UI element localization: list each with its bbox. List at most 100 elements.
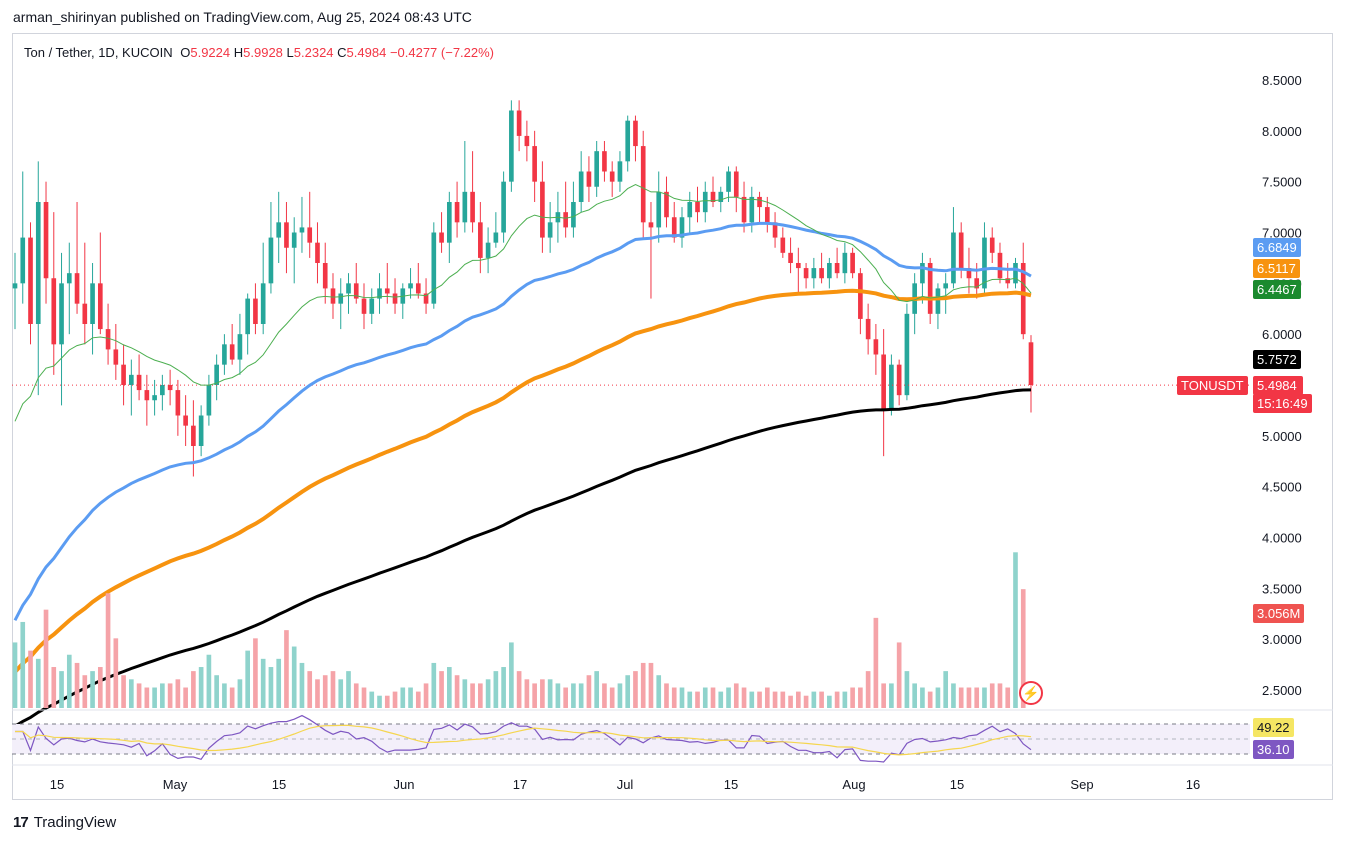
candle bbox=[896, 364, 902, 396]
volume-bar bbox=[346, 671, 351, 708]
candle bbox=[82, 303, 88, 324]
candle bbox=[1013, 263, 1018, 284]
ohlc-legend: Ton / Tether, 1D, KUCOIN O5.9224 H5.9928… bbox=[24, 45, 494, 60]
candle bbox=[656, 191, 662, 228]
volume-bar bbox=[330, 671, 336, 708]
candle bbox=[710, 191, 716, 202]
volume-bar bbox=[741, 687, 747, 708]
high-value: 5.9928 bbox=[243, 45, 283, 60]
high-label: H bbox=[233, 45, 244, 60]
volume-bar bbox=[656, 675, 662, 708]
candle bbox=[144, 390, 150, 401]
candle bbox=[749, 196, 755, 223]
candle bbox=[245, 298, 250, 335]
candle bbox=[547, 222, 553, 238]
volume-bar bbox=[532, 683, 537, 708]
volume-bar bbox=[989, 683, 995, 708]
volume-bar bbox=[966, 687, 972, 708]
candle bbox=[12, 283, 18, 289]
volume-bar bbox=[66, 654, 72, 708]
x-tick-label: 15 bbox=[50, 777, 64, 792]
volume-bar bbox=[276, 658, 282, 708]
tradingview-footer[interactable]: 17 TradingView bbox=[13, 814, 116, 831]
volume-bar bbox=[873, 617, 879, 708]
volume-bar bbox=[974, 687, 980, 708]
volume-bar bbox=[803, 695, 809, 708]
volume-bar bbox=[377, 695, 382, 708]
volume-bar bbox=[935, 687, 941, 708]
candle bbox=[454, 202, 460, 223]
candle bbox=[834, 263, 840, 274]
volume-bar bbox=[1005, 687, 1011, 708]
rsi-signal-badge: 49.22 bbox=[1253, 718, 1294, 737]
chart-frame[interactable] bbox=[12, 33, 1333, 800]
volume-bar bbox=[633, 671, 638, 708]
volume-bar bbox=[571, 683, 576, 708]
candle bbox=[462, 191, 468, 223]
x-tick-label: Sep bbox=[1070, 777, 1093, 792]
volume-bar bbox=[695, 691, 700, 708]
volume-bar bbox=[671, 687, 677, 708]
volume-bar bbox=[881, 683, 886, 708]
volume-bar bbox=[369, 691, 375, 708]
volume-bar bbox=[958, 687, 964, 708]
candle bbox=[757, 196, 762, 208]
volume-bar bbox=[889, 683, 894, 708]
volume-bar bbox=[183, 687, 188, 708]
candle bbox=[509, 110, 514, 182]
candle bbox=[284, 222, 289, 248]
ema-black-line bbox=[14, 388, 1032, 728]
candle bbox=[160, 385, 165, 396]
candle bbox=[609, 171, 615, 182]
volume-bar bbox=[97, 667, 103, 708]
ticker-badge: TONUSDT bbox=[1177, 376, 1248, 395]
rsi-line bbox=[15, 714, 1032, 763]
candle bbox=[423, 293, 429, 304]
candle bbox=[268, 237, 274, 284]
candle bbox=[532, 146, 537, 182]
ema-orange-badge: 6.5117 bbox=[1253, 259, 1300, 278]
volume-bar bbox=[733, 683, 739, 708]
candle bbox=[943, 283, 949, 289]
candle bbox=[819, 268, 824, 279]
volume-bar bbox=[578, 683, 584, 708]
candle bbox=[276, 222, 282, 238]
x-tick-label: Aug bbox=[842, 777, 865, 792]
volume-bar bbox=[90, 671, 95, 708]
volume-bar bbox=[547, 679, 553, 708]
candle bbox=[167, 385, 173, 391]
volume-bar bbox=[206, 654, 212, 708]
candle bbox=[764, 207, 770, 223]
candle bbox=[664, 191, 669, 218]
candle bbox=[927, 263, 933, 314]
volume-bar bbox=[237, 679, 243, 708]
volume-bar bbox=[710, 687, 716, 708]
volume-bar bbox=[423, 683, 429, 708]
volume-bar bbox=[912, 683, 917, 708]
x-tick-label: May bbox=[163, 777, 188, 792]
candle bbox=[43, 202, 49, 279]
candle bbox=[524, 135, 530, 147]
volume-bar bbox=[214, 675, 219, 708]
candle bbox=[989, 237, 995, 253]
symbol-label[interactable]: Ton / Tether, 1D, KUCOIN bbox=[24, 45, 173, 60]
candle bbox=[640, 146, 646, 223]
volume-bar bbox=[749, 691, 755, 708]
volume-bar bbox=[858, 687, 863, 708]
x-tick-label: 15 bbox=[950, 777, 964, 792]
low-value: 5.2324 bbox=[293, 45, 334, 60]
volume-bar bbox=[338, 679, 344, 708]
candle bbox=[540, 181, 545, 238]
candle bbox=[873, 339, 879, 355]
volume-bar bbox=[284, 630, 289, 708]
lightning-icon[interactable]: ⚡ bbox=[1019, 681, 1043, 705]
candle bbox=[222, 344, 227, 365]
candle bbox=[307, 227, 313, 243]
candle bbox=[733, 171, 739, 197]
candle bbox=[59, 283, 64, 345]
candle bbox=[811, 268, 817, 279]
candle bbox=[780, 237, 786, 253]
candle bbox=[858, 273, 863, 319]
candle bbox=[392, 293, 398, 304]
